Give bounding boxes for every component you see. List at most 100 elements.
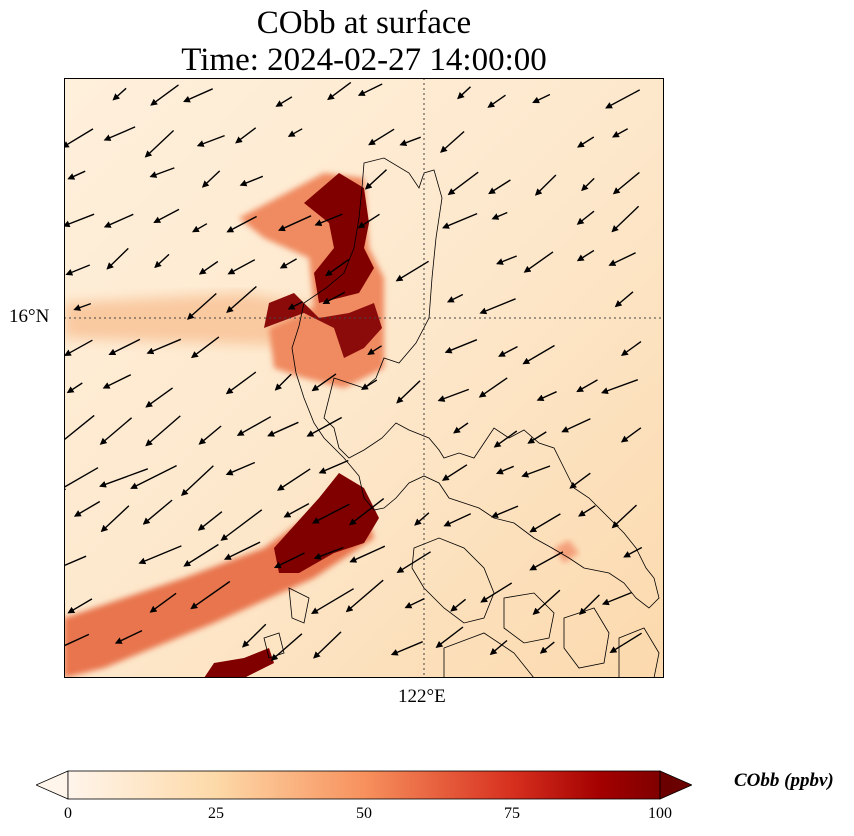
- wind-arrow: [67, 170, 86, 180]
- wind-arrow: [536, 391, 557, 401]
- wind-arrow: [539, 641, 555, 654]
- wind-arrow: [600, 379, 639, 394]
- wind-arrow: [318, 459, 349, 474]
- wind-arrow: [99, 468, 149, 488]
- wind-arrow: [220, 509, 263, 541]
- colorbar: [36, 770, 692, 800]
- wind-arrow: [311, 503, 350, 524]
- wind-arrow: [64, 555, 87, 567]
- wind-vector-field: [64, 81, 643, 661]
- wind-arrow: [150, 84, 179, 106]
- wind-arrow: [399, 136, 421, 147]
- wind-arrow: [581, 177, 595, 192]
- wind-arrow: [447, 171, 479, 196]
- wind-arrow: [453, 422, 469, 434]
- wind-arrow: [364, 169, 387, 190]
- wind-arrow: [478, 377, 508, 398]
- wind-arrow: [313, 631, 342, 659]
- wind-arrow: [495, 465, 514, 475]
- wind-arrow: [440, 130, 465, 153]
- wind-arrow: [605, 89, 641, 109]
- wind-arrow: [242, 623, 267, 648]
- wind-arrow: [491, 211, 508, 220]
- wind-arrow: [404, 597, 425, 609]
- wind-arrow: [183, 543, 219, 567]
- wind-arrow: [495, 255, 517, 265]
- plot-title-line1: CObb at surface: [256, 5, 472, 41]
- wind-arrow: [534, 174, 557, 196]
- wind-arrow: [313, 546, 344, 560]
- wind-arrow: [450, 598, 467, 612]
- wind-arrow: [144, 129, 175, 158]
- wind-arrow: [112, 87, 127, 101]
- wind-arrow: [561, 418, 591, 433]
- colorbar-tick-0: 0: [64, 805, 72, 822]
- wind-arrow: [368, 128, 395, 146]
- wind-arrow: [569, 472, 591, 489]
- plume-southwest-core: [204, 648, 274, 678]
- wind-arrow: [437, 388, 470, 402]
- wind-arrow: [277, 468, 311, 491]
- wind-arrow: [532, 93, 551, 104]
- wind-arrow: [287, 301, 303, 310]
- wind-arrow: [314, 213, 343, 227]
- wind-arrow: [149, 167, 175, 178]
- plot-title-line2: Time: 2024-02-27 14:00:00: [181, 42, 547, 78]
- wind-arrow: [73, 500, 101, 517]
- wind-arrow: [325, 259, 350, 277]
- colorbar-extend-max: [659, 770, 692, 800]
- lon-tick-label: 122°E: [398, 686, 446, 707]
- wind-arrow: [614, 291, 634, 308]
- wind-arrow: [396, 551, 431, 574]
- wind-arrow: [190, 336, 220, 359]
- colorbar-gradient: [67, 770, 661, 800]
- wind-arrow: [357, 83, 383, 96]
- wind-arrow: [609, 632, 642, 654]
- wind-arrow: [66, 382, 83, 394]
- wind-arrow: [191, 223, 208, 233]
- wind-arrow: [443, 513, 471, 527]
- wind-arrow: [491, 505, 519, 518]
- wind-arrow: [145, 415, 181, 447]
- wind-arrow: [183, 88, 213, 103]
- wind-arrow: [103, 126, 136, 141]
- coastline-islands: [263, 587, 660, 678]
- wind-arrow: [576, 210, 595, 225]
- wind-arrow: [611, 205, 640, 233]
- wind-arrow: [273, 552, 305, 569]
- colorbar-tick-50: 50: [356, 805, 372, 822]
- wind-arrow: [267, 421, 299, 437]
- wind-arrow: [523, 251, 554, 273]
- wind-arrow: [576, 249, 595, 262]
- wind-arrow: [620, 427, 642, 443]
- wind-arrow: [498, 345, 518, 357]
- wind-arrow: [612, 171, 640, 195]
- wind-arrow: [348, 498, 385, 526]
- wind-arrow: [522, 344, 555, 365]
- wind-arrow: [198, 425, 222, 445]
- wind-arrow: [283, 502, 310, 518]
- wind-arrow: [611, 128, 629, 138]
- wind-arrow: [236, 416, 272, 436]
- wind-arrow: [361, 379, 378, 390]
- wind-arrow: [223, 541, 261, 560]
- wind-arrow: [103, 213, 134, 228]
- wind-arrow: [235, 127, 257, 144]
- wind-arrow: [521, 465, 551, 478]
- wind-arrow: [479, 298, 516, 315]
- wind-arrow: [310, 588, 354, 615]
- plume-south-core: [274, 473, 379, 573]
- wind-arrow: [270, 633, 303, 661]
- colorbar-tick-75: 75: [504, 805, 520, 822]
- wind-arrow: [198, 260, 219, 275]
- wind-arrow: [67, 598, 93, 614]
- wind-arrow: [367, 345, 382, 355]
- wind-arrow: [226, 215, 257, 233]
- wind-arrow: [532, 589, 561, 615]
- wind-arrow: [311, 373, 337, 392]
- wind-arrow: [577, 136, 595, 148]
- coastline-mindoro: [411, 537, 495, 624]
- wind-arrow: [64, 633, 90, 647]
- wind-arrow: [146, 338, 182, 355]
- wind-arrow: [529, 551, 564, 571]
